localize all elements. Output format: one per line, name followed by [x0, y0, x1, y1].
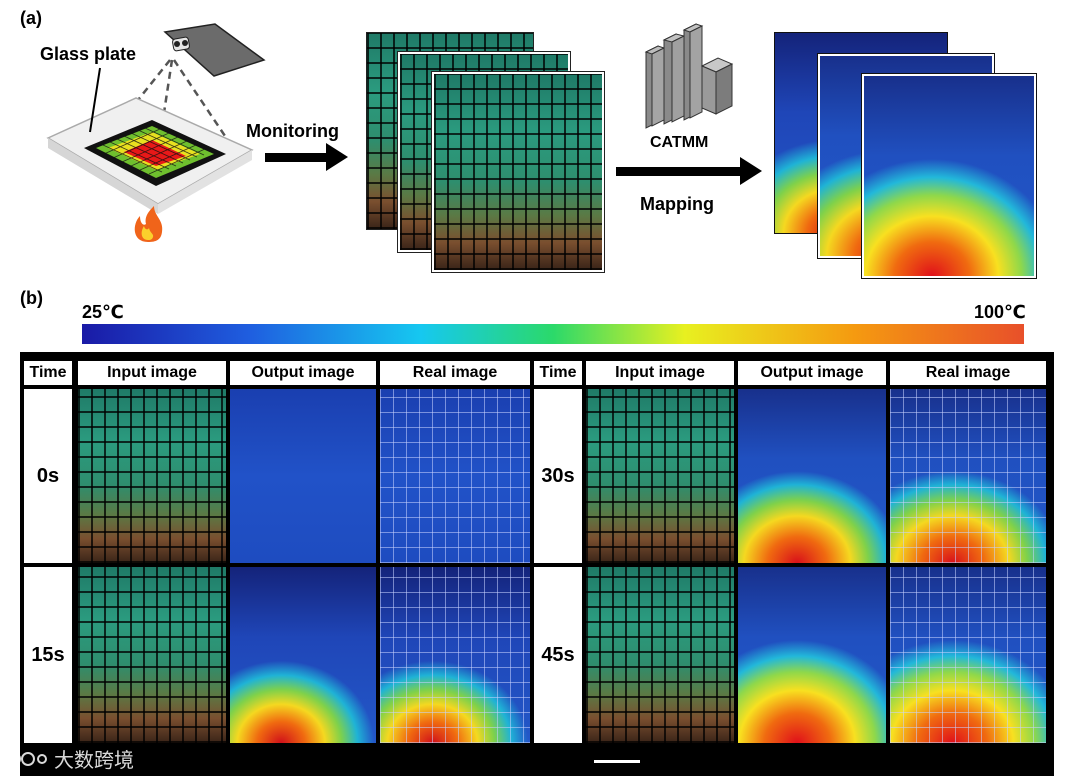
time-label-45s: 45s	[534, 567, 582, 743]
monitoring-arrow-head	[326, 143, 348, 171]
temperature-colorbar	[82, 324, 1024, 344]
output-image-30s	[738, 389, 886, 563]
output-image-45s	[738, 567, 886, 743]
time-label-30s: 30s	[534, 389, 582, 563]
flame-icon	[134, 206, 163, 242]
time-label-0s: 0s	[24, 389, 72, 563]
glass-plate-label: Glass plate	[40, 44, 137, 64]
catmm-label: CATMM	[650, 134, 709, 151]
header-output-left: Output image	[230, 361, 376, 385]
real-image-30s	[890, 389, 1046, 563]
header-output-right: Output image	[738, 361, 886, 385]
colorbar-max-label: 100℃	[974, 302, 1026, 322]
input-image-0s	[78, 389, 226, 563]
watermark-text: 大数跨境	[54, 748, 134, 772]
time-label-15s: 15s	[24, 567, 72, 743]
header-input-right: Input image	[586, 361, 734, 385]
panel-a-letter: (a)	[20, 8, 42, 28]
header-real-right: Real image	[890, 361, 1046, 385]
output-stack-front	[861, 73, 1037, 279]
mapping-arrow-head	[740, 157, 762, 185]
header-time-right: Time	[534, 361, 582, 385]
input-image-30s	[586, 389, 734, 563]
mapping-label: Mapping	[640, 194, 714, 214]
monitoring-arrow-shaft	[265, 153, 327, 162]
watermark: 大数跨境	[6, 744, 134, 773]
colorbar-min-label: 25℃	[82, 302, 124, 322]
output-image-15s	[230, 567, 376, 743]
header-time-left: Time	[24, 361, 72, 385]
output-image-0s	[230, 389, 376, 563]
real-image-45s	[890, 567, 1046, 743]
real-image-15s	[380, 567, 530, 743]
mapping-arrow-shaft	[616, 167, 742, 176]
setup-illustration	[40, 20, 270, 250]
setup-svg	[46, 23, 266, 242]
header-input-left: Input image	[78, 361, 226, 385]
watermark-logo-icon	[7, 751, 47, 766]
header-real-left: Real image	[380, 361, 530, 385]
real-image-0s	[380, 389, 530, 563]
input-image-45s	[586, 567, 734, 743]
panel-b-letter: (b)	[20, 288, 43, 308]
phone-icon	[163, 23, 266, 77]
input-image-15s	[78, 567, 226, 743]
catmm-network-icon	[640, 18, 734, 130]
input-stack-front	[431, 71, 605, 273]
monitoring-label: Monitoring	[246, 121, 339, 141]
scale-bar	[594, 760, 640, 763]
